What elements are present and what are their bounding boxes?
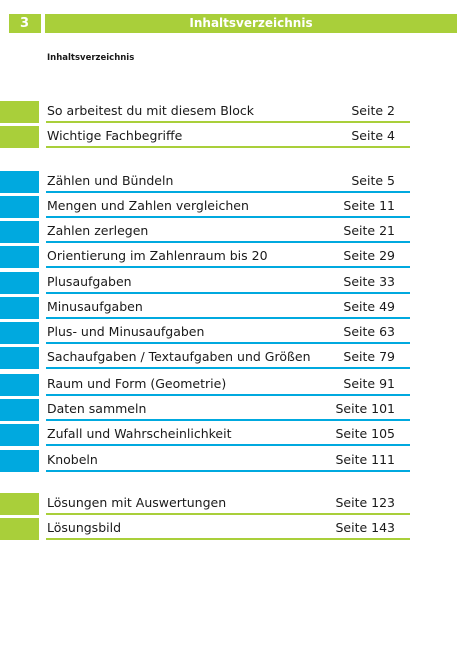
toc-entry[interactable]: Raum und Form (Geometrie) Seite 91 <box>0 374 457 397</box>
toc-entry-page: Seite 29 <box>343 248 395 263</box>
toc-entry-underline <box>46 419 410 421</box>
toc-entry-label: Plus- und Minusaufgaben <box>47 324 205 339</box>
toc-entry-page: Seite 2 <box>351 103 395 118</box>
toc-entry-label: Zählen und Bündeln <box>47 173 174 188</box>
toc-entry-page: Seite 49 <box>343 299 395 314</box>
toc-entry-label: Wichtige Fachbegriffe <box>47 128 183 143</box>
toc-entry-color-bar <box>0 297 39 319</box>
toc-entry-underline <box>46 394 410 396</box>
toc-entry[interactable]: Sachaufgaben / Textaufgaben und Größen Se… <box>0 347 457 370</box>
toc-entry-underline <box>46 470 410 472</box>
toc-entry-underline <box>46 367 410 369</box>
toc-entry-label: Orientierung im Zahlenraum bis 20 <box>47 248 268 263</box>
toc-entry-color-bar <box>0 272 39 294</box>
toc-entry-label: So arbeitest du mit diesem Block <box>47 103 255 118</box>
toc-entry-color-bar <box>0 424 39 446</box>
toc-entry[interactable]: Lösungsbild Seite 143 <box>0 518 457 541</box>
toc-entry-page: Seite 4 <box>351 128 395 143</box>
toc-entry-underline <box>46 292 410 294</box>
toc-entry-page: Seite 5 <box>351 173 395 188</box>
toc-entry-underline <box>46 241 410 243</box>
toc-entry-color-bar <box>0 221 39 243</box>
toc-entry-label: Knobeln <box>47 452 98 467</box>
toc-entry-underline <box>46 191 410 193</box>
toc-entry-page: Seite 79 <box>343 349 395 364</box>
toc-entry-color-bar <box>0 450 39 472</box>
toc-entry-color-bar <box>0 374 39 396</box>
toc-entry-underline <box>46 513 410 515</box>
page-number: 3 <box>9 14 41 33</box>
toc-entry[interactable]: Wichtige Fachbegriffe Seite 4 <box>0 126 457 149</box>
toc-entry[interactable]: Orientierung im Zahlenraum bis 20 Seite 2… <box>0 246 457 269</box>
toc-entry-page: Seite 33 <box>343 274 395 289</box>
toc-entry-label: Sachaufgaben / Textaufgaben und Größen <box>47 349 311 364</box>
toc-entry-color-bar <box>0 196 39 218</box>
toc-entry-label: Lösungsbild <box>47 520 122 535</box>
toc-entry-label: Zufall und Wahrscheinlichkeit <box>47 426 232 441</box>
toc-entry-page: Seite 11 <box>343 198 395 213</box>
toc-entry-color-bar <box>0 399 39 421</box>
toc-entry-page: Seite 143 <box>335 520 395 535</box>
toc-entry-color-bar <box>0 518 39 540</box>
toc-entry[interactable]: Knobeln Seite 111 <box>0 450 457 473</box>
toc-entry-color-bar <box>0 347 39 369</box>
toc-entry[interactable]: So arbeitest du mit diesem Block Seite 2 <box>0 101 457 124</box>
header-title: Inhaltsverzeichnis <box>45 14 457 33</box>
toc-entry-color-bar <box>0 322 39 344</box>
toc-entry[interactable]: Mengen und Zahlen vergleichen Seite 11 <box>0 196 457 219</box>
toc-entry[interactable]: Zählen und Bündeln Seite 5 <box>0 171 457 194</box>
toc-entry-underline <box>46 444 410 446</box>
toc-entry[interactable]: Minusaufgaben Seite 49 <box>0 297 457 320</box>
toc-entry[interactable]: Plus- und Minusaufgaben Seite 63 <box>0 322 457 345</box>
toc-entry-label: Minusaufgaben <box>47 299 143 314</box>
toc-entry-page: Seite 101 <box>335 401 395 416</box>
toc-entry[interactable]: Zufall und Wahrscheinlichkeit Seite 105 <box>0 424 457 447</box>
toc-entry-color-bar <box>0 126 39 148</box>
toc-entry-page: Seite 105 <box>335 426 395 441</box>
toc-entry[interactable]: Plusaufgaben Seite 33 <box>0 272 457 295</box>
toc-entry-page: Seite 123 <box>335 495 395 510</box>
toc-entry-underline <box>46 317 410 319</box>
toc-entry-underline <box>46 121 410 123</box>
toc-entry[interactable]: Zahlen zerlegen Seite 21 <box>0 221 457 244</box>
toc-entry-underline <box>46 342 410 344</box>
toc-entry-underline <box>46 538 410 540</box>
toc-entry-page: Seite 111 <box>335 452 395 467</box>
toc-entry-label: Lösungen mit Auswertungen <box>47 495 227 510</box>
toc-entry-label: Raum und Form (Geometrie) <box>47 376 227 391</box>
toc-entry-color-bar <box>0 171 39 193</box>
toc-entry-color-bar <box>0 101 39 123</box>
toc-entry-page: Seite 63 <box>343 324 395 339</box>
toc-entry-label: Plusaufgaben <box>47 274 132 289</box>
toc-entry-underline <box>46 266 410 268</box>
toc-entry-color-bar <box>0 493 39 515</box>
toc-entry-label: Mengen und Zahlen vergleichen <box>47 198 249 213</box>
toc-entry-color-bar <box>0 246 39 268</box>
toc-entry-page: Seite 91 <box>343 376 395 391</box>
toc-subheading: Inhaltsverzeichnis <box>47 53 135 63</box>
toc-entry-underline <box>46 146 410 148</box>
toc-entry-underline <box>46 216 410 218</box>
toc-entry-label: Daten sammeln <box>47 401 147 416</box>
toc-entry[interactable]: Lösungen mit Auswertungen Seite 123 <box>0 493 457 516</box>
toc-entry-page: Seite 21 <box>343 223 395 238</box>
toc-entry-label: Zahlen zerlegen <box>47 223 149 238</box>
page-header: 3 Inhaltsverzeichnis <box>0 14 457 33</box>
toc-entry[interactable]: Daten sammeln Seite 101 <box>0 399 457 422</box>
